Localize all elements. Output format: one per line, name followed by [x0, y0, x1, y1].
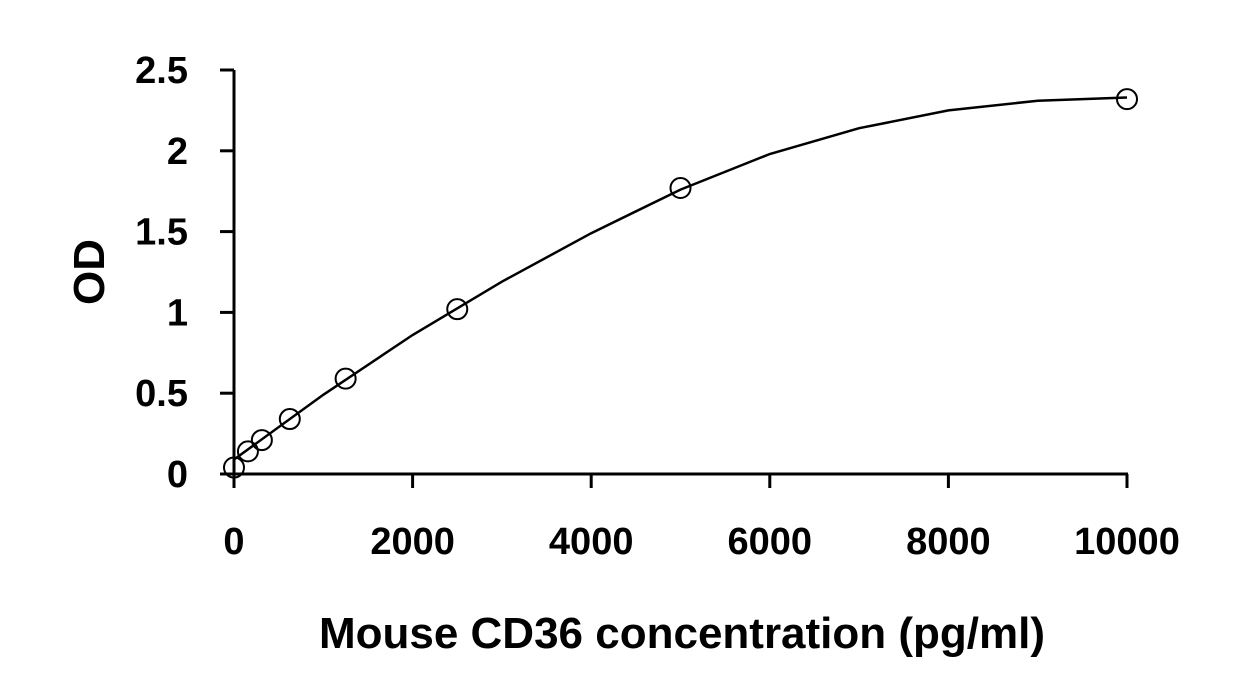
y-tick-label: 2.5: [135, 50, 188, 92]
x-tick-label: 10000: [1074, 521, 1180, 563]
x-ticks: 0 2000 4000 6000 8000 10000: [223, 474, 1180, 563]
x-tick-label: 4000: [549, 521, 634, 563]
y-tick-label: 0: [167, 454, 188, 496]
x-tick-label: 0: [223, 521, 244, 563]
data-points: [223, 88, 1138, 479]
data-point: [446, 298, 469, 321]
fit-curve: [233, 96, 1128, 461]
data-point: [236, 440, 259, 463]
x-tick-label: 6000: [728, 521, 813, 563]
y-tick-label: 0.5: [135, 373, 188, 415]
data-point: [1116, 88, 1138, 111]
data-point: [250, 429, 273, 452]
axes: 0 0.5 1 1.5 2 2.5 0 2000 4000 6000 8000 10000: [135, 50, 1180, 563]
y-axis-title: OD: [65, 239, 114, 305]
data-point: [334, 367, 357, 390]
y-tick-label: 2: [167, 131, 188, 173]
y-tick-label: 1: [167, 292, 188, 334]
y-tick-label: 1.5: [135, 212, 188, 254]
x-axis-title: Mouse CD36 concentration (pg/ml): [319, 609, 1045, 658]
data-point: [223, 456, 245, 479]
data-point: [278, 408, 301, 431]
data-point: [669, 176, 692, 199]
x-tick-label: 8000: [906, 521, 991, 563]
x-tick-label: 2000: [370, 521, 455, 563]
y-ticks: 0 0.5 1 1.5 2 2.5: [135, 50, 234, 496]
